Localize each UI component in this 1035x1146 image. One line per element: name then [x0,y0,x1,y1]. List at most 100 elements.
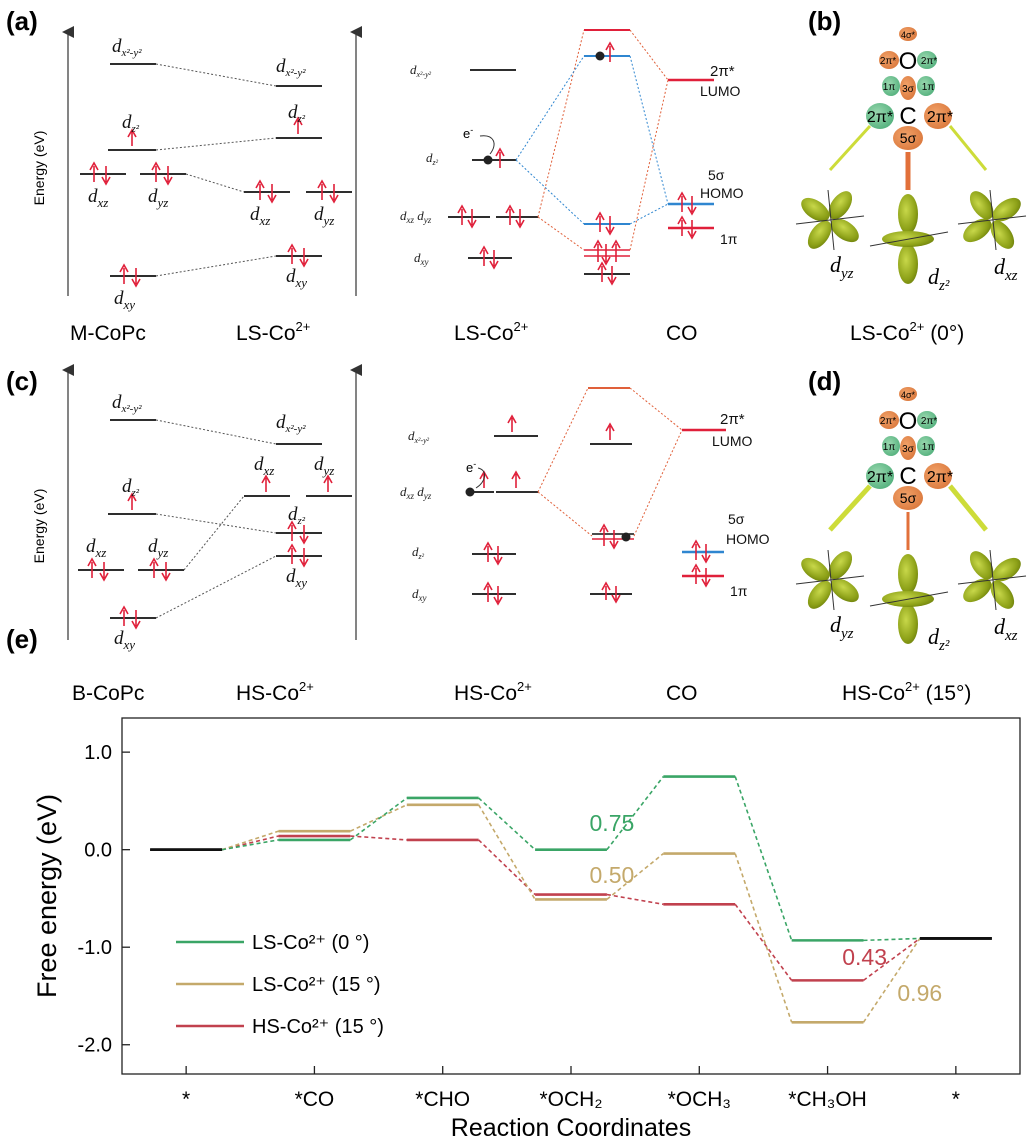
dxz-label: dxz [994,614,1018,644]
panel-a-crystal-field: Energy (eV) [31,26,362,345]
svg-text:dxz: dxz [254,454,274,478]
svg-text:dz²: dz² [426,150,439,167]
pi-label-c: 1π [730,583,748,599]
group-label-m-copc: M-CoPc [70,322,146,345]
four-sigma-lobe [899,387,917,401]
lumo-label-a: LUMO [700,83,741,99]
x-tick-label: * [182,1088,190,1111]
one-pi-right-lobe [917,76,935,96]
energy-connector [863,937,921,982]
panel-c-crystal-field: Energy (eV) [31,364,362,705]
five-sigma-lobe [893,126,923,150]
panel-e-letter: (e) [6,624,38,654]
energy-connector [478,839,536,896]
four-sigma-label: 4σ* [901,390,916,400]
panel-c-letter: (c) [6,366,38,396]
series-0 [150,775,992,942]
electron-label-a: e- [463,125,473,141]
svg-text:dxy: dxy [412,586,427,603]
dxz-orbital [963,551,1021,609]
svg-text:dz²: dz² [122,112,140,135]
mo-metal-label-a: LS-Co2+ [454,319,528,345]
one-pi-right-label: 1π [922,442,935,453]
electron-label-c: e- [466,459,476,475]
svg-text:dyz: dyz [314,454,334,478]
dxz-label: dxz [994,254,1018,284]
mo-metal-label-c: HS-Co2+ [454,679,532,705]
svg-text:dz²: dz² [412,544,425,561]
energy-connector [863,937,920,942]
energy-connector [350,835,407,841]
four-sigma-label: 4σ* [901,30,916,40]
lumo-label-c: LUMO [712,433,753,449]
svg-text:dxz dyz: dxz dyz [400,208,432,225]
energy-connector [349,797,408,841]
energy-connector [734,776,793,941]
barrier-annotation: 0.96 [897,980,942,1006]
panel-c-mo-diagram: e- dx²-y² dxz dyz dz² dxy 2π* LUMO 5σ HO… [400,387,770,705]
donation-arrow-left [828,484,872,532]
three-sigma-label: 3σ [902,444,915,455]
o-2pi-left-label: 2π* [880,416,896,427]
caption-d: HS-Co2+ (15°) [842,679,971,705]
one-pi-right-lobe [917,436,935,456]
panel-a-mo-diagram: e- dx²-y² dz² dxz dyz dxy 2π* LUMO 5σ HO… [400,29,744,345]
energy-connector [221,839,279,851]
three-sigma-label: 3σ [902,84,915,95]
three-sigma-lobe [900,76,916,100]
legend-label: LS-Co²⁺ (15 °) [252,974,381,996]
energy-axis-label-c: Energy (eV) [31,489,47,564]
svg-text:dx²-y²: dx²-y² [112,36,142,59]
c-2pi-left-lobe [866,103,894,129]
x-tick-label: * [952,1088,960,1111]
x-tick-label: *CO [295,1088,335,1111]
dyz-orbital [801,551,859,609]
y-tick-label: 0.0 [84,840,112,862]
carbon-label: C [899,463,916,490]
svg-text:dyz: dyz [148,186,168,210]
chart-xlabel: Reaction Coordinates [451,1114,691,1142]
y-tick-label: -2.0 [78,1035,112,1057]
donation-arrow-right [948,125,988,171]
chart-legend: LS-Co²⁺ (0 °) LS-Co²⁺ (15 °) HS-Co²⁺ (15 °… [176,932,384,1038]
svg-text:dz²: dz² [288,504,306,527]
homo-5sigma-c: 5σ [728,511,745,527]
c-2pi-right-lobe [924,103,952,129]
svg-text:dxy: dxy [286,266,307,290]
dz2-label: dz² [928,624,950,654]
svg-text:dxy: dxy [114,628,135,652]
energy-connector [606,776,664,851]
legend-label: HS-Co²⁺ (15 °) [252,1016,384,1038]
homo-label-c: HOMO [726,531,770,547]
svg-text:dxz: dxz [250,204,270,228]
donation-arrow-right [948,484,988,532]
y-tick-label: 1.0 [84,742,112,764]
energy-connector [734,903,793,981]
group-label-b-copc: B-CoPc [72,682,144,705]
five-sigma-lobe [893,486,923,510]
energy-connector [221,830,279,851]
o-2pi-right-label: 2π* [921,416,937,427]
five-sigma-label: 5σ [900,490,917,506]
carbon-label: C [899,103,916,130]
five-sigma-label: 5σ [900,130,917,146]
barrier-annotation: 0.75 [590,810,635,836]
pi-label-a: 1π [720,231,738,247]
o-2pi-right-lobe [917,51,937,69]
dyz-orbital [801,191,859,249]
svg-text:dyz: dyz [148,536,168,560]
one-pi-left-label: 1π [883,442,896,453]
o-2pi-right-lobe [917,411,937,429]
svg-text:dx²-y²: dx²-y² [276,56,306,79]
y-tick-label: -1.0 [78,937,112,959]
dz2-label: dz² [928,264,950,294]
chart-ylabel: Free energy (eV) [32,794,62,998]
homo-5sigma-a: 5σ [708,167,725,183]
x-tick-label: *OCH₂ [540,1088,603,1111]
four-sigma-lobe [899,27,917,41]
panel-a-letter: (a) [6,6,38,36]
mo-co-label-c: CO [666,682,698,705]
barrier-annotation: 0.43 [842,944,887,970]
